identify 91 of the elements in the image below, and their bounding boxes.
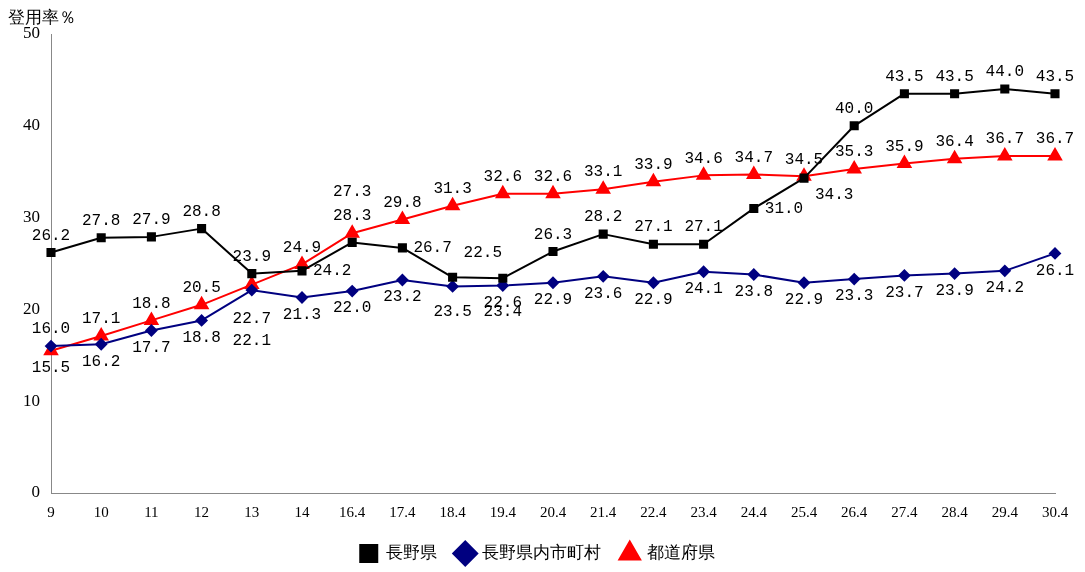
data-label: 23.9 — [232, 247, 271, 266]
data-label: 35.9 — [885, 137, 924, 156]
data-label: 27.8 — [82, 212, 121, 231]
data-label: 26.3 — [533, 225, 573, 244]
x-tick-label: 23.4 — [690, 503, 718, 520]
data-label: 31.3 — [433, 179, 472, 198]
legend-label: 長野県 — [385, 541, 437, 562]
data-label: 28.2 — [584, 208, 623, 227]
x-tick-label: 20.4 — [539, 503, 567, 520]
data-label: 28.3 — [333, 207, 372, 226]
x-tick-label: 16.4 — [339, 503, 366, 520]
data-label: 36.7 — [985, 130, 1024, 149]
data-label: 34.6 — [684, 149, 723, 168]
data-label: 16.0 — [31, 320, 71, 339]
data-label: 34.3 — [815, 186, 854, 205]
data-label: 22.0 — [333, 299, 372, 318]
data-label: 28.8 — [182, 202, 221, 221]
x-tick-label: 17.4 — [389, 503, 417, 520]
data-label: 22.9 — [634, 291, 673, 310]
data-label: 16.2 — [82, 352, 121, 371]
data-label: 33.9 — [634, 156, 673, 175]
x-tick-label: 26.4 — [841, 503, 868, 520]
data-label: 27.3 — [333, 182, 372, 201]
data-label: 22.7 — [232, 309, 271, 328]
data-label: 22.9 — [533, 291, 573, 310]
y-axis-title: 登用率％ — [8, 6, 76, 27]
x-tick-label: 24.4 — [740, 503, 768, 520]
data-label: 43.5 — [935, 67, 974, 86]
data-label: 36.4 — [935, 133, 974, 152]
data-label: 23.6 — [584, 284, 623, 303]
data-label: 43.5 — [1035, 67, 1075, 86]
data-label: 36.7 — [1035, 130, 1075, 149]
data-label: 33.1 — [584, 163, 623, 182]
data-label: 29.8 — [383, 193, 422, 212]
y-tick-label: 30 — [23, 207, 40, 227]
x-tick-label: 21.4 — [590, 503, 617, 520]
data-label: 23.5 — [433, 302, 472, 321]
data-label: 26.7 — [413, 239, 452, 258]
data-label: 27.1 — [684, 218, 723, 237]
data-label: 15.5 — [31, 358, 71, 377]
data-label: 24.1 — [684, 280, 723, 298]
data-label: 24.2 — [985, 279, 1024, 298]
data-label: 18.8 — [132, 294, 171, 313]
x-tick-label: 9 — [47, 503, 55, 520]
y-tick-label: 10 — [23, 390, 40, 410]
data-label: 32.6 — [483, 167, 522, 186]
y-tick-label: 40 — [23, 115, 40, 135]
data-label: 20.5 — [182, 279, 221, 298]
data-label: 17.1 — [82, 310, 121, 329]
x-tick-label: 18.4 — [439, 503, 467, 520]
data-label: 22.5 — [463, 243, 503, 262]
data-label: 27.1 — [634, 218, 673, 237]
data-label: 18.8 — [182, 328, 221, 347]
data-label: 22.1 — [232, 332, 271, 351]
x-tick-label: 14 — [294, 503, 310, 520]
data-label: 34.5 — [784, 150, 824, 169]
data-label: 23.8 — [734, 282, 773, 301]
data-label: 43.5 — [885, 67, 924, 86]
data-label: 23.7 — [885, 283, 924, 302]
data-label: 24.2 — [313, 262, 352, 281]
data-label: 35.3 — [835, 143, 874, 162]
data-label: 24.9 — [282, 238, 322, 257]
x-tick-label: 19.4 — [489, 503, 517, 520]
x-tick-label: 10 — [93, 503, 109, 520]
data-label: 27.9 — [132, 211, 171, 230]
x-tick-label: 11 — [144, 503, 159, 520]
x-tick-label: 27.4 — [891, 503, 919, 520]
x-tick-label: 12 — [194, 503, 210, 520]
data-label: 44.0 — [985, 63, 1024, 82]
x-tick-label: 13 — [244, 503, 260, 520]
data-label: 31.0 — [764, 199, 804, 218]
data-label: 23.9 — [935, 281, 974, 300]
data-label: 26.1 — [1035, 261, 1075, 280]
y-tick-label: 20 — [23, 298, 40, 318]
data-label: 23.2 — [383, 288, 422, 307]
data-label: 23.3 — [835, 287, 874, 306]
x-tick-label: 30.4 — [1041, 503, 1069, 520]
data-label: 34.7 — [734, 148, 773, 167]
data-label: 17.7 — [132, 338, 171, 357]
y-tick-label: 0 — [31, 482, 40, 502]
x-tick-label: 29.4 — [991, 503, 1019, 520]
legend-label: 都道府県 — [646, 541, 715, 562]
x-tick-label: 25.4 — [790, 503, 818, 520]
x-tick-label: 22.4 — [640, 503, 668, 520]
data-label: 32.6 — [533, 167, 573, 186]
data-label: 21.3 — [282, 305, 322, 324]
data-label: 22.9 — [784, 291, 824, 310]
data-label: 40.0 — [835, 100, 874, 119]
x-tick-label: 28.4 — [941, 503, 969, 520]
data-label: 26.2 — [31, 226, 71, 245]
legend-label: 長野県内市町村 — [482, 541, 602, 562]
